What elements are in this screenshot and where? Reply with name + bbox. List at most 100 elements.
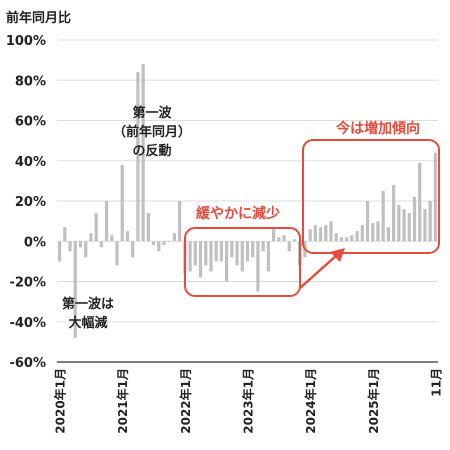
bar — [120, 164, 124, 242]
bar — [371, 223, 375, 242]
bar — [162, 241, 166, 246]
bar — [209, 241, 213, 272]
bar — [251, 241, 255, 258]
gridlines — [57, 39, 438, 363]
bar — [386, 227, 391, 242]
bar — [136, 72, 140, 242]
bar — [125, 231, 130, 242]
bar — [178, 201, 182, 242]
bar — [104, 201, 109, 242]
x-tick-label: 2020年1月 — [53, 368, 68, 434]
bar — [397, 205, 401, 242]
bar — [292, 239, 297, 242]
bar — [188, 241, 192, 272]
bar — [245, 241, 250, 262]
bar — [141, 64, 145, 242]
bar — [355, 231, 359, 242]
bar — [381, 190, 385, 242]
y-tick-label: -20% — [9, 276, 46, 291]
x-tick-label: 11月 — [429, 368, 443, 397]
bar — [73, 241, 77, 338]
bar — [324, 225, 328, 242]
y-tick-label: 40% — [15, 155, 46, 170]
annotation-rebound: の反動 — [132, 143, 171, 159]
x-tick-labels: 2020年1月 2021年1月 2022年1月 2023年1月 2024年1月 2025年… — [53, 368, 444, 434]
bar — [329, 221, 333, 242]
bar — [282, 235, 286, 242]
bar — [84, 241, 88, 258]
bar — [240, 241, 244, 272]
x-tick-label: 2024年1月 — [303, 368, 318, 434]
arrow-line — [299, 254, 338, 289]
bar — [339, 237, 344, 242]
y-tick-labels: 100% 80% 60% 40% 20% 0% -20% -40% -60% — [6, 34, 46, 371]
annotation-first-wave-drop: 大幅減 — [68, 315, 107, 331]
y-axis-label: 前年同月比 — [6, 10, 71, 26]
bar — [345, 237, 349, 242]
bar — [365, 201, 370, 242]
annotation-rebound: 第一波 — [132, 105, 172, 121]
x-tick-label: 2021年1月 — [115, 368, 130, 434]
bar — [63, 227, 67, 242]
bar — [313, 225, 317, 242]
bar — [99, 241, 103, 248]
bar — [115, 241, 119, 266]
bar — [89, 233, 93, 242]
bar — [318, 227, 323, 242]
bar — [407, 213, 411, 242]
bar — [428, 201, 432, 242]
annotation-decline: 緩やかに減少 — [196, 205, 280, 222]
bar — [350, 235, 354, 242]
y-tick-label: 100% — [6, 34, 46, 49]
x-tick-label: 2025年1月 — [366, 368, 381, 434]
bar — [235, 241, 239, 266]
bar — [230, 241, 234, 258]
highlight-box-increase — [302, 139, 440, 254]
x-tick-label: 2023年1月 — [241, 368, 256, 434]
bar — [146, 213, 150, 242]
annotation-increase: 今は増加傾向 — [335, 120, 420, 137]
y-tick-label: 80% — [15, 74, 46, 89]
bar — [225, 241, 229, 282]
x-tick-label: 2022年1月 — [178, 368, 193, 434]
bar — [287, 241, 291, 252]
arrow-head — [330, 248, 345, 262]
bar — [418, 162, 422, 242]
bar — [204, 241, 208, 266]
bar — [57, 241, 62, 262]
bar — [266, 241, 270, 272]
bar — [157, 241, 161, 252]
bar — [256, 241, 260, 292]
y-tick-label: -40% — [9, 316, 46, 331]
bar — [172, 233, 177, 242]
bar — [78, 241, 83, 248]
bar — [392, 184, 396, 242]
bar — [131, 241, 135, 258]
bar — [423, 209, 427, 242]
bar — [110, 235, 114, 242]
bar — [151, 241, 156, 246]
bar — [360, 225, 364, 242]
bar — [433, 152, 438, 242]
bar — [193, 241, 197, 266]
bar — [167, 241, 171, 243]
bar — [308, 229, 312, 242]
bar — [68, 241, 72, 252]
bar — [261, 241, 265, 252]
annotation-first-wave-drop: 第一波は — [62, 296, 114, 312]
bar — [277, 237, 281, 242]
y-tick-label: 0% — [24, 235, 46, 250]
bar — [219, 241, 224, 262]
bar — [94, 213, 98, 242]
highlight-box-decline — [184, 227, 301, 297]
y-tick-label: 20% — [15, 195, 46, 210]
bar — [402, 209, 406, 242]
bar — [214, 241, 218, 262]
bar — [376, 221, 380, 242]
bar — [334, 233, 338, 242]
annotation-rebound: （前年同月） — [113, 124, 191, 140]
bar — [198, 241, 203, 278]
bar — [412, 196, 417, 242]
